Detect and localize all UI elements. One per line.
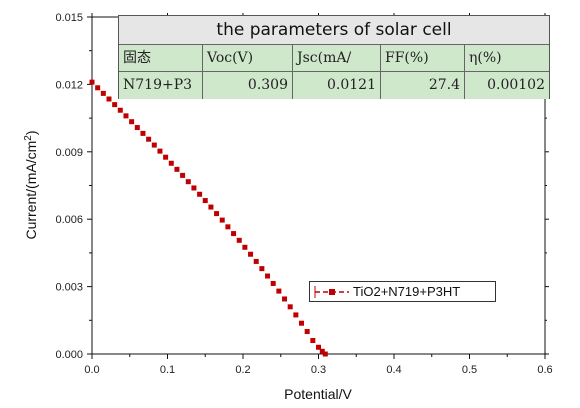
- data-point: [185, 179, 191, 185]
- plot-axes: 0.0 0.1 0.2 0.3 0.4 0.5 0.6 0.000 0.003 0.006 0.00…: [55, 12, 552, 376]
- data-point: [100, 90, 106, 96]
- header-cell-material: 固态: [119, 45, 203, 71]
- y-tick-label: 0.006: [55, 214, 83, 226]
- data-point: [248, 251, 254, 257]
- header-cell-jsc: Jsc(mA/: [293, 45, 381, 71]
- header-cell-eta: η(%): [469, 50, 502, 66]
- parameters-data-row: N719+P3 0.309 0.0121 27.4 0.00102: [119, 72, 549, 99]
- data-point: [123, 113, 129, 119]
- data-point: [180, 172, 186, 178]
- data-point: [316, 344, 321, 350]
- data-cell-eta: 0.00102: [487, 77, 545, 93]
- data-point: [106, 96, 112, 102]
- data-points: [89, 79, 328, 357]
- data-point: [202, 198, 208, 204]
- y-tick-label: 0.009: [55, 147, 83, 159]
- data-point: [140, 130, 146, 136]
- y-axis-label-base: Current/(mA/cm: [23, 141, 39, 240]
- x-tick-label: 0.4: [386, 364, 401, 376]
- data-point: [95, 85, 101, 91]
- data-point: [287, 304, 293, 310]
- data-point: [157, 148, 163, 154]
- data-point: [225, 224, 231, 230]
- x-tick-label: 0.2: [235, 364, 250, 376]
- y-tick-label: 0.000: [55, 349, 83, 361]
- y-tick-label: 0.003: [55, 282, 83, 294]
- header-cell-ff: FF(%): [381, 45, 465, 71]
- data-point: [293, 312, 299, 318]
- data-point: [322, 351, 328, 357]
- y-tick-label: 0.012: [55, 79, 83, 91]
- parameters-header-row: 固态 Voc(V) Jsc(mA/ FF(%) η(%): [119, 45, 549, 72]
- data-point: [265, 273, 271, 279]
- data-point: [163, 154, 169, 160]
- data-point: [231, 231, 237, 237]
- data-point: [276, 288, 282, 294]
- data-point: [236, 237, 242, 243]
- data-point: [112, 102, 118, 108]
- data-point: [310, 338, 316, 344]
- data-point: [253, 258, 259, 264]
- data-cell-voc: 0.309: [203, 72, 293, 99]
- chart-legend: TiO2+N719+P3HT: [309, 281, 496, 302]
- data-point: [304, 329, 310, 335]
- data-point: [208, 204, 214, 210]
- data-point: [319, 348, 325, 354]
- data-point: [242, 244, 248, 250]
- data-point: [219, 217, 225, 223]
- header-cell-voc: Voc(V): [203, 45, 293, 71]
- x-axis-label: Potential/V: [284, 386, 352, 402]
- data-point: [214, 211, 220, 217]
- data-cell-ff: 27.4: [381, 72, 465, 99]
- legend-symbol: [314, 286, 349, 298]
- legend-label: TiO2+N719+P3HT: [353, 284, 461, 299]
- data-cell-jsc: 0.0121: [293, 72, 381, 99]
- x-tick-label: 0.6: [537, 364, 552, 376]
- data-point: [117, 107, 123, 113]
- data-point: [191, 185, 197, 191]
- y-axis-label-end: ): [23, 130, 39, 135]
- x-tick-label: 0.5: [462, 364, 477, 376]
- data-point: [197, 191, 203, 197]
- y-axis-label: Current/(mA/cm2): [23, 130, 39, 239]
- data-point: [259, 266, 265, 272]
- data-point: [89, 79, 95, 85]
- data-cell-material: N719+P3: [119, 72, 203, 99]
- x-tick-label: 0.3: [311, 364, 326, 376]
- parameters-table-title: the parameters of solar cell: [119, 16, 549, 45]
- data-point: [299, 320, 305, 326]
- parameters-table: the parameters of solar cell 固态 Voc(V) J…: [118, 15, 550, 99]
- data-point: [146, 136, 152, 142]
- y-axis-label-sup: 2: [23, 135, 34, 141]
- y-tick-label: 0.015: [55, 12, 83, 24]
- data-point: [282, 296, 288, 302]
- data-point: [270, 280, 276, 286]
- data-point: [151, 142, 157, 148]
- data-point: [168, 160, 174, 166]
- data-point: [134, 125, 140, 131]
- x-tick-label: 0.1: [160, 364, 175, 376]
- x-tick-label: 0.0: [84, 364, 99, 376]
- data-point: [129, 119, 135, 125]
- data-point: [174, 166, 180, 172]
